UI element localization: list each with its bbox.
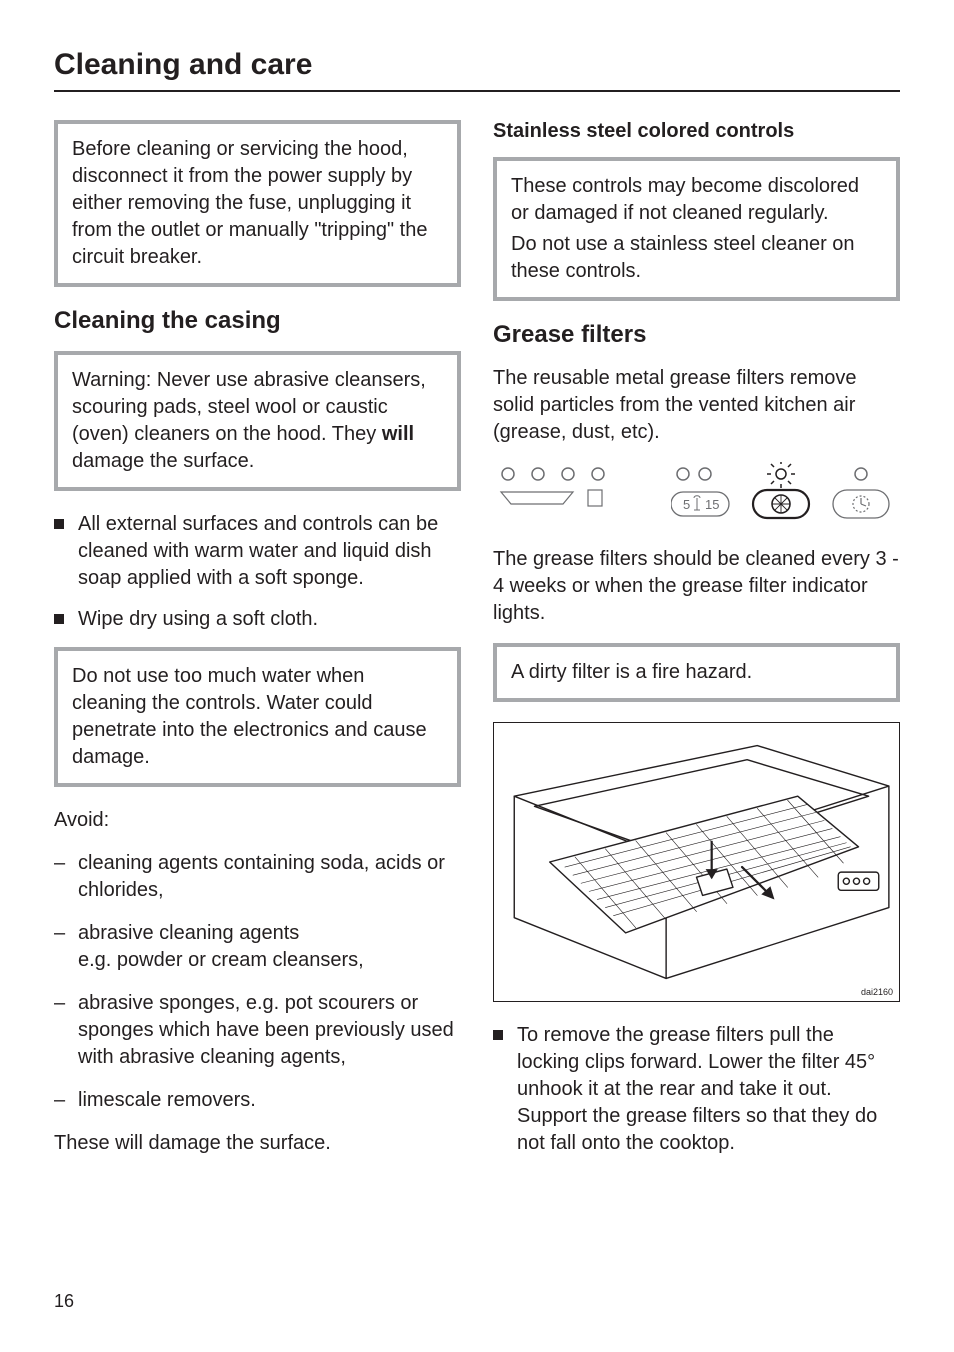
right-column: Stainless steel colored controls These c… xyxy=(493,120,900,1173)
power-warning-text: Before cleaning or servicing the hood, d… xyxy=(72,136,443,271)
two-column-layout: Before cleaning or servicing the hood, d… xyxy=(54,120,900,1173)
page-title: Cleaning and care xyxy=(54,48,900,82)
indicator-digit-2: 15 xyxy=(705,497,719,512)
page-number: 16 xyxy=(54,1291,74,1312)
cleaning-casing-heading: Cleaning the casing xyxy=(54,307,461,335)
stainless-warning-2: Do not use a stainless steel cleaner on … xyxy=(511,231,882,285)
stainless-heading: Stainless steel colored controls xyxy=(493,120,900,143)
avoid-item-4: limescale removers. xyxy=(54,1087,461,1114)
remove-filter-steps: To remove the grease filters pull the lo… xyxy=(493,1022,900,1157)
casing-bullets: All external surfaces and controls can b… xyxy=(54,511,461,633)
abrasive-warning-box: Warning: Never use abrasive cleansers, s… xyxy=(54,351,461,491)
grease-intro: The reusable metal grease filters remove… xyxy=(493,365,900,446)
abrasive-warning-pre: Warning: Never use abrasive cleansers, s… xyxy=(72,369,426,445)
abrasive-warning-post: damage the surface. xyxy=(72,450,254,472)
hood-filter-icon xyxy=(494,723,899,1001)
indicator-panel-figure: 5 15 xyxy=(493,462,900,522)
hood-filter-figure: dai2160 xyxy=(493,722,900,1002)
fire-hazard-text: A dirty filter is a fire hazard. xyxy=(511,659,882,686)
avoid-list: cleaning agents containing soda, acids o… xyxy=(54,850,461,1114)
control-panel-left-icon xyxy=(493,462,643,512)
avoid-label: Avoid: xyxy=(54,807,461,834)
abrasive-warning-bold: will xyxy=(382,423,414,445)
avoid-item-3: abrasive sponges, e.g. pot scourers or s… xyxy=(54,990,461,1071)
power-warning-box: Before cleaning or servicing the hood, d… xyxy=(54,120,461,287)
casing-bullet-1: All external surfaces and controls can b… xyxy=(54,511,461,592)
grease-interval: The grease filters should be cleaned eve… xyxy=(493,546,900,627)
avoid-item-2: abrasive cleaning agents e.g. powder or … xyxy=(54,920,461,974)
fire-hazard-box: A dirty filter is a fire hazard. xyxy=(493,643,900,702)
indicator-digit-1: 5 xyxy=(683,497,690,512)
damage-line: These will damage the surface. xyxy=(54,1130,461,1157)
grease-filters-heading: Grease filters xyxy=(493,321,900,349)
stainless-warning-1: These controls may become discolored or … xyxy=(511,173,882,227)
avoid-item-2a: abrasive cleaning agents xyxy=(78,922,299,944)
remove-filter-step: To remove the grease filters pull the lo… xyxy=(493,1022,900,1157)
abrasive-warning-text: Warning: Never use abrasive cleansers, s… xyxy=(72,367,443,475)
stainless-warning-box: These controls may become discolored or … xyxy=(493,157,900,301)
figure-label: dai2160 xyxy=(861,987,893,997)
control-panel-right-icon: 5 15 xyxy=(671,462,891,522)
water-warning-text: Do not use too much water when cleaning … xyxy=(72,663,443,771)
casing-bullet-2: Wipe dry using a soft cloth. xyxy=(54,606,461,633)
title-rule xyxy=(54,90,900,92)
avoid-item-1: cleaning agents containing soda, acids o… xyxy=(54,850,461,904)
avoid-item-2b: e.g. powder or cream cleansers, xyxy=(78,949,364,971)
water-warning-box: Do not use too much water when cleaning … xyxy=(54,647,461,787)
left-column: Before cleaning or servicing the hood, d… xyxy=(54,120,461,1173)
